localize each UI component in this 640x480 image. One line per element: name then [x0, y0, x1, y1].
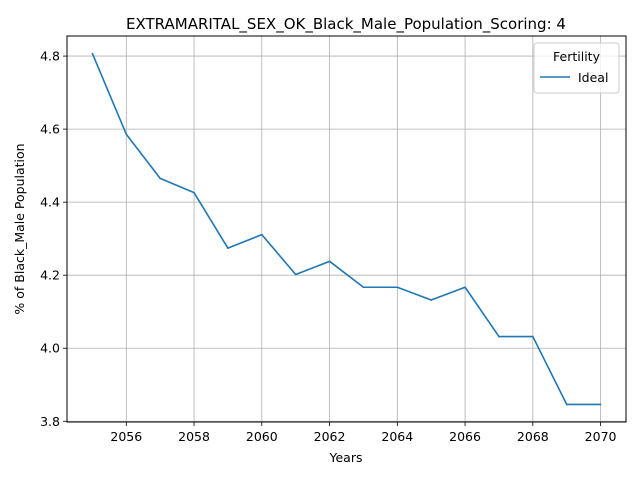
- y-tick-label: 4.2: [40, 268, 60, 283]
- x-tick-label: 2070: [585, 429, 617, 444]
- y-tick-label: 4.0: [40, 341, 60, 356]
- data-point: [565, 403, 568, 406]
- y-tick-label: 3.8: [40, 414, 60, 429]
- data-point: [261, 233, 263, 236]
- y-axis-label: % of Black_Male Population: [12, 143, 27, 314]
- data-point: [498, 335, 500, 338]
- data-point: [159, 177, 161, 180]
- x-tick-label: 2060: [246, 429, 278, 444]
- x-tick-label: 2056: [110, 429, 142, 444]
- data-point: [464, 286, 466, 289]
- x-tick-label: 2064: [381, 429, 413, 444]
- legend-label-ideal: Ideal: [578, 70, 608, 85]
- data-point: [227, 247, 229, 249]
- data-point: [599, 403, 602, 406]
- data-point: [125, 133, 128, 136]
- data-point: [362, 286, 365, 289]
- y-tick-label: 4.8: [40, 49, 60, 64]
- data-point: [430, 299, 432, 301]
- x-tick-label: 2068: [517, 429, 549, 444]
- data-point: [193, 191, 195, 194]
- data-point: [396, 286, 399, 289]
- series-layer: [91, 52, 602, 406]
- data-point: [294, 273, 297, 276]
- data-point: [532, 335, 534, 338]
- x-tick-label: 2058: [178, 429, 210, 444]
- series-line-ideal: [91, 53, 601, 406]
- y-tick-label: 4.6: [40, 122, 60, 137]
- legend: Fertility Ideal: [533, 42, 620, 94]
- axis-ticks: 2056 2058 2060 2062 2064 2066 2068 2070 3.8 4.0 4.…: [40, 49, 616, 444]
- legend-title: Fertility: [553, 49, 601, 64]
- chart-title: EXTRAMARITAL_SEX_OK_Black_Male_Populatio…: [126, 15, 566, 34]
- data-point: [328, 260, 331, 263]
- x-tick-label: 2062: [314, 429, 346, 444]
- plot-frame: [66, 35, 627, 423]
- x-axis-label: Years: [329, 450, 363, 465]
- x-tick-label: 2066: [449, 429, 481, 444]
- legend-box: [533, 42, 620, 94]
- y-tick-label: 4.4: [40, 195, 60, 210]
- data-point: [91, 52, 94, 55]
